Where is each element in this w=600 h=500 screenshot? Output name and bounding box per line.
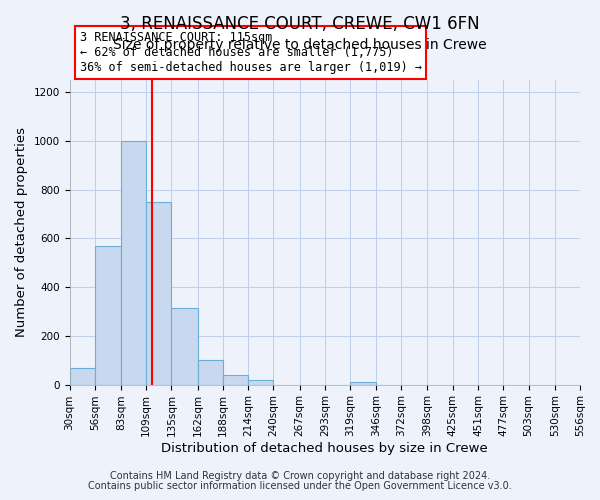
- Bar: [146, 202, 172, 384]
- Text: Contains public sector information licensed under the Open Government Licence v3: Contains public sector information licen…: [88, 481, 512, 491]
- Bar: [350, 382, 376, 384]
- Bar: [248, 380, 274, 384]
- Bar: [197, 360, 223, 384]
- Bar: [223, 375, 248, 384]
- Bar: [121, 141, 146, 384]
- X-axis label: Distribution of detached houses by size in Crewe: Distribution of detached houses by size …: [161, 442, 488, 455]
- Text: 3, RENAISSANCE COURT, CREWE, CW1 6FN: 3, RENAISSANCE COURT, CREWE, CW1 6FN: [120, 15, 480, 33]
- Y-axis label: Number of detached properties: Number of detached properties: [15, 128, 28, 338]
- Bar: [172, 308, 197, 384]
- Text: 3 RENAISSANCE COURT: 115sqm
← 62% of detached houses are smaller (1,775)
36% of : 3 RENAISSANCE COURT: 115sqm ← 62% of det…: [80, 31, 422, 74]
- Text: Contains HM Land Registry data © Crown copyright and database right 2024.: Contains HM Land Registry data © Crown c…: [110, 471, 490, 481]
- Text: Size of property relative to detached houses in Crewe: Size of property relative to detached ho…: [113, 38, 487, 52]
- Bar: [95, 246, 121, 384]
- Bar: [70, 368, 95, 384]
